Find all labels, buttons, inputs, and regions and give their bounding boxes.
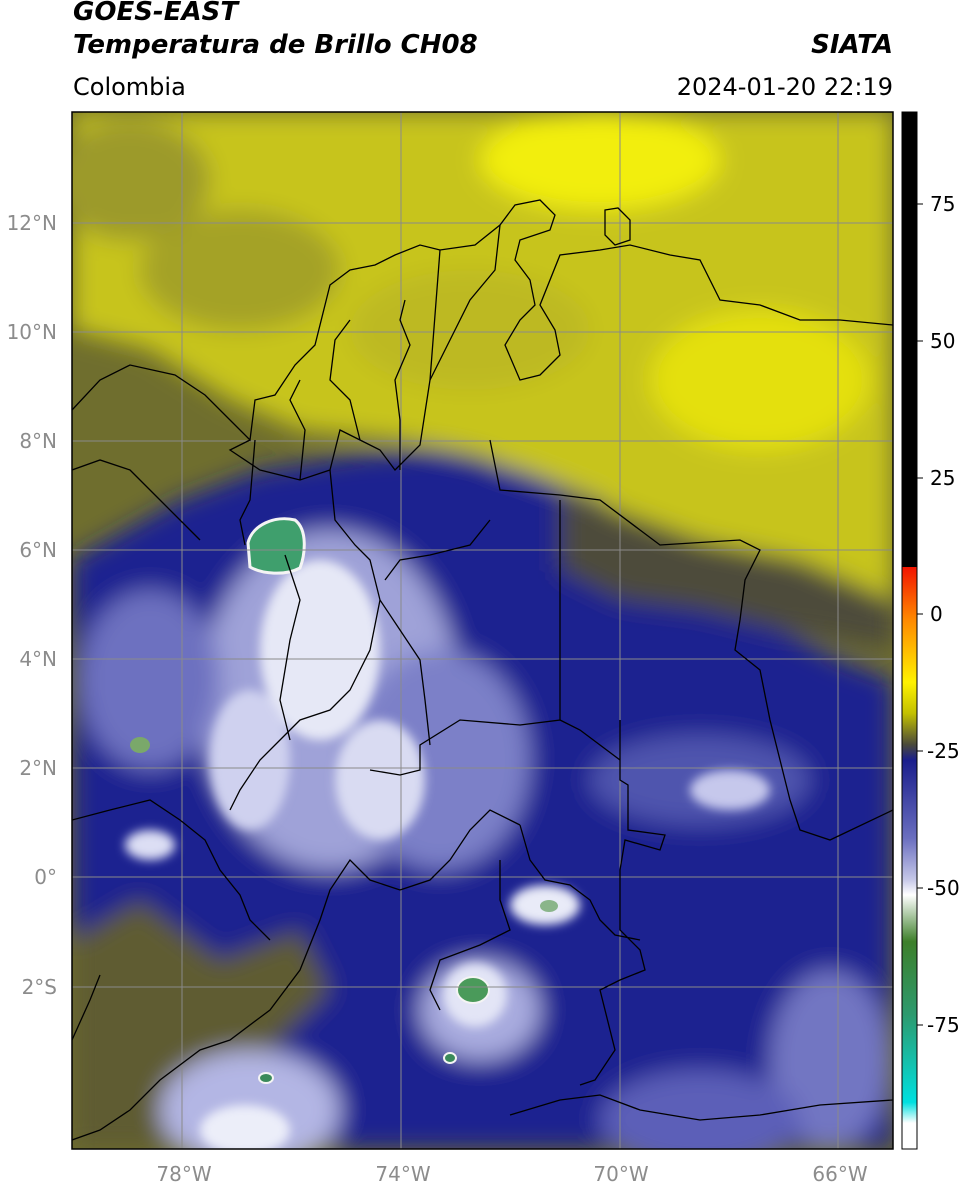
- lat-label: 2°N: [19, 756, 57, 780]
- brightness-temperature-imagery: [72, 112, 893, 1149]
- colorbar-tick: 50: [930, 329, 955, 353]
- lon-label: 74°W: [375, 1162, 430, 1186]
- colorbar-tick: -75: [927, 1013, 960, 1037]
- lat-label: 6°N: [19, 538, 57, 562]
- lon-label: 70°W: [593, 1162, 648, 1186]
- longitude-labels: 78°W 74°W 70°W 66°W: [156, 1162, 867, 1186]
- lat-label: 0°: [34, 865, 57, 889]
- cold-cloud-cells: [130, 517, 558, 1084]
- colorbar-tick: 0: [930, 602, 943, 626]
- agency-label: SIATA: [811, 30, 893, 60]
- graticule: [72, 112, 893, 1149]
- colorbar-tick: -50: [927, 876, 960, 900]
- lat-label: 8°N: [19, 429, 57, 453]
- lat-label: 10°N: [7, 320, 57, 344]
- map-frame: [71, 111, 894, 1150]
- lon-label: 78°W: [156, 1162, 211, 1186]
- lat-label: 4°N: [19, 647, 57, 671]
- colorbar-tick: 25: [930, 466, 955, 490]
- colorbar: 75 50 25 0 -25 -50 -75: [901, 111, 960, 1150]
- product-title: Temperatura de Brillo CH08: [73, 30, 478, 60]
- satellite-title: GOES-EAST: [73, 0, 239, 27]
- datetime-label: 2024-01-20 22:19: [676, 73, 893, 101]
- region-label: Colombia: [73, 73, 186, 101]
- colorbar-tick: -25: [927, 739, 960, 763]
- lon-label: 66°W: [812, 1162, 867, 1186]
- lat-label: 2°S: [22, 975, 57, 999]
- latitude-labels: 12°N 10°N 8°N 6°N 4°N 2°N 0° 2°S: [7, 211, 57, 999]
- colorbar-tick: 75: [930, 192, 955, 216]
- lat-label: 12°N: [7, 211, 57, 235]
- coastlines-and-borders: [72, 199, 893, 1141]
